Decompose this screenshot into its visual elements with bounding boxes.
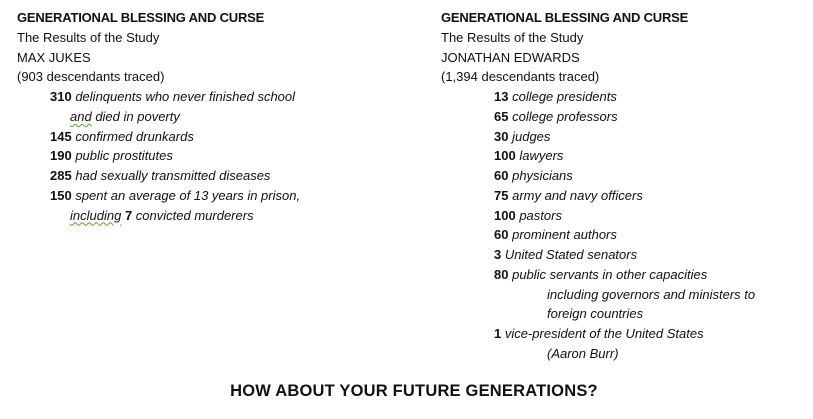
item-count: 190: [50, 148, 72, 164]
list-item: 30 judges: [494, 129, 550, 145]
list-item: 285 had sexually transmitted diseases: [50, 168, 270, 184]
list-item: 80 public servants in other capacities: [494, 267, 707, 283]
item-count: 30: [494, 128, 509, 144]
item-count: 75: [494, 187, 509, 203]
study-subtitle: The Results of the Study: [441, 29, 584, 45]
list-item: 190 public prostitutes: [50, 148, 173, 164]
subject-name: MAX JUKES: [17, 49, 91, 65]
list-item: 150 spent an average of 13 years in pris…: [50, 188, 300, 204]
item-description: spent an average of 13 years in prison,: [75, 187, 301, 203]
item-description-text: including: [70, 207, 122, 223]
subject-name: JONATHAN EDWARDS: [441, 49, 580, 65]
item-description-text: convicted murderers: [132, 207, 254, 223]
item-description: prominent authors: [512, 227, 617, 243]
item-count: 100: [494, 207, 516, 223]
item-description: public prostitutes: [75, 148, 173, 164]
item-count: 65: [494, 108, 509, 124]
item-count: 80: [494, 266, 509, 282]
item-description: college professors: [512, 108, 618, 124]
item-count: 145: [50, 128, 72, 144]
item-continuation: including 7 convicted murderers: [70, 208, 254, 224]
item-count: 100: [494, 148, 516, 164]
item-continuation: including governors and ministers to: [547, 287, 755, 303]
list-item: 60 prominent authors: [494, 227, 617, 243]
list-item: 100 pastors: [494, 208, 562, 224]
study-subtitle: The Results of the Study: [17, 29, 160, 45]
closing-question: HOW ABOUT YOUR FUTURE GENERATIONS?: [230, 382, 598, 400]
heading: GENERATIONAL BLESSING AND CURSE: [441, 10, 689, 25]
item-description: judges: [512, 128, 551, 144]
item-continuation: (Aaron Burr): [547, 346, 619, 362]
descendants-count: (1,394 descendants traced): [441, 69, 600, 85]
descendants-count: (903 descendants traced): [17, 69, 165, 85]
list-item: 75 army and navy officers: [494, 188, 643, 204]
item-description-text: (Aaron Burr): [547, 345, 619, 361]
item-description: confirmed drunkards: [75, 128, 194, 144]
item-count: 285: [50, 168, 72, 183]
list-item: 65 college professors: [494, 109, 618, 125]
list-item: 1 vice-president of the United States: [494, 326, 704, 342]
list-item: 3 United Stated senators: [494, 247, 637, 263]
item-description: college presidents: [512, 89, 617, 104]
item-description-text: and: [70, 108, 92, 124]
item-description-text: foreign countries: [547, 306, 644, 322]
item-continuation: and died in poverty: [70, 109, 180, 125]
item-description: United Stated senators: [504, 247, 638, 262]
list-item: 13 college presidents: [494, 89, 617, 105]
item-count: 3: [494, 247, 502, 262]
item-count: 60: [494, 168, 509, 183]
list-item: 145 confirmed drunkards: [50, 129, 194, 145]
item-count: 150: [50, 187, 72, 203]
list-item: 60 physicians: [494, 168, 573, 184]
list-item: 100 lawyers: [494, 148, 563, 164]
item-description: delinquents who never finished school: [75, 89, 296, 104]
item-description: pastors: [519, 207, 562, 223]
item-continuation: foreign countries: [547, 306, 643, 322]
item-count: 7: [124, 207, 133, 223]
item-description-text: died in poverty: [91, 108, 180, 124]
item-description: physicians: [512, 168, 573, 183]
item-description: army and navy officers: [512, 187, 643, 203]
item-description: public servants in other capacities: [512, 266, 708, 282]
item-count: 310: [50, 89, 72, 104]
item-description: vice-president of the United States: [504, 326, 704, 341]
item-count: 13: [494, 89, 509, 104]
item-description: had sexually transmitted diseases: [75, 168, 271, 183]
list-item: 310 delinquents who never finished schoo…: [50, 89, 295, 105]
heading: GENERATIONAL BLESSING AND CURSE: [17, 10, 265, 25]
item-description-text: including governors and ministers to: [547, 286, 756, 302]
item-count: 1: [494, 326, 502, 341]
item-count: 60: [494, 227, 509, 243]
item-description: lawyers: [519, 148, 564, 164]
